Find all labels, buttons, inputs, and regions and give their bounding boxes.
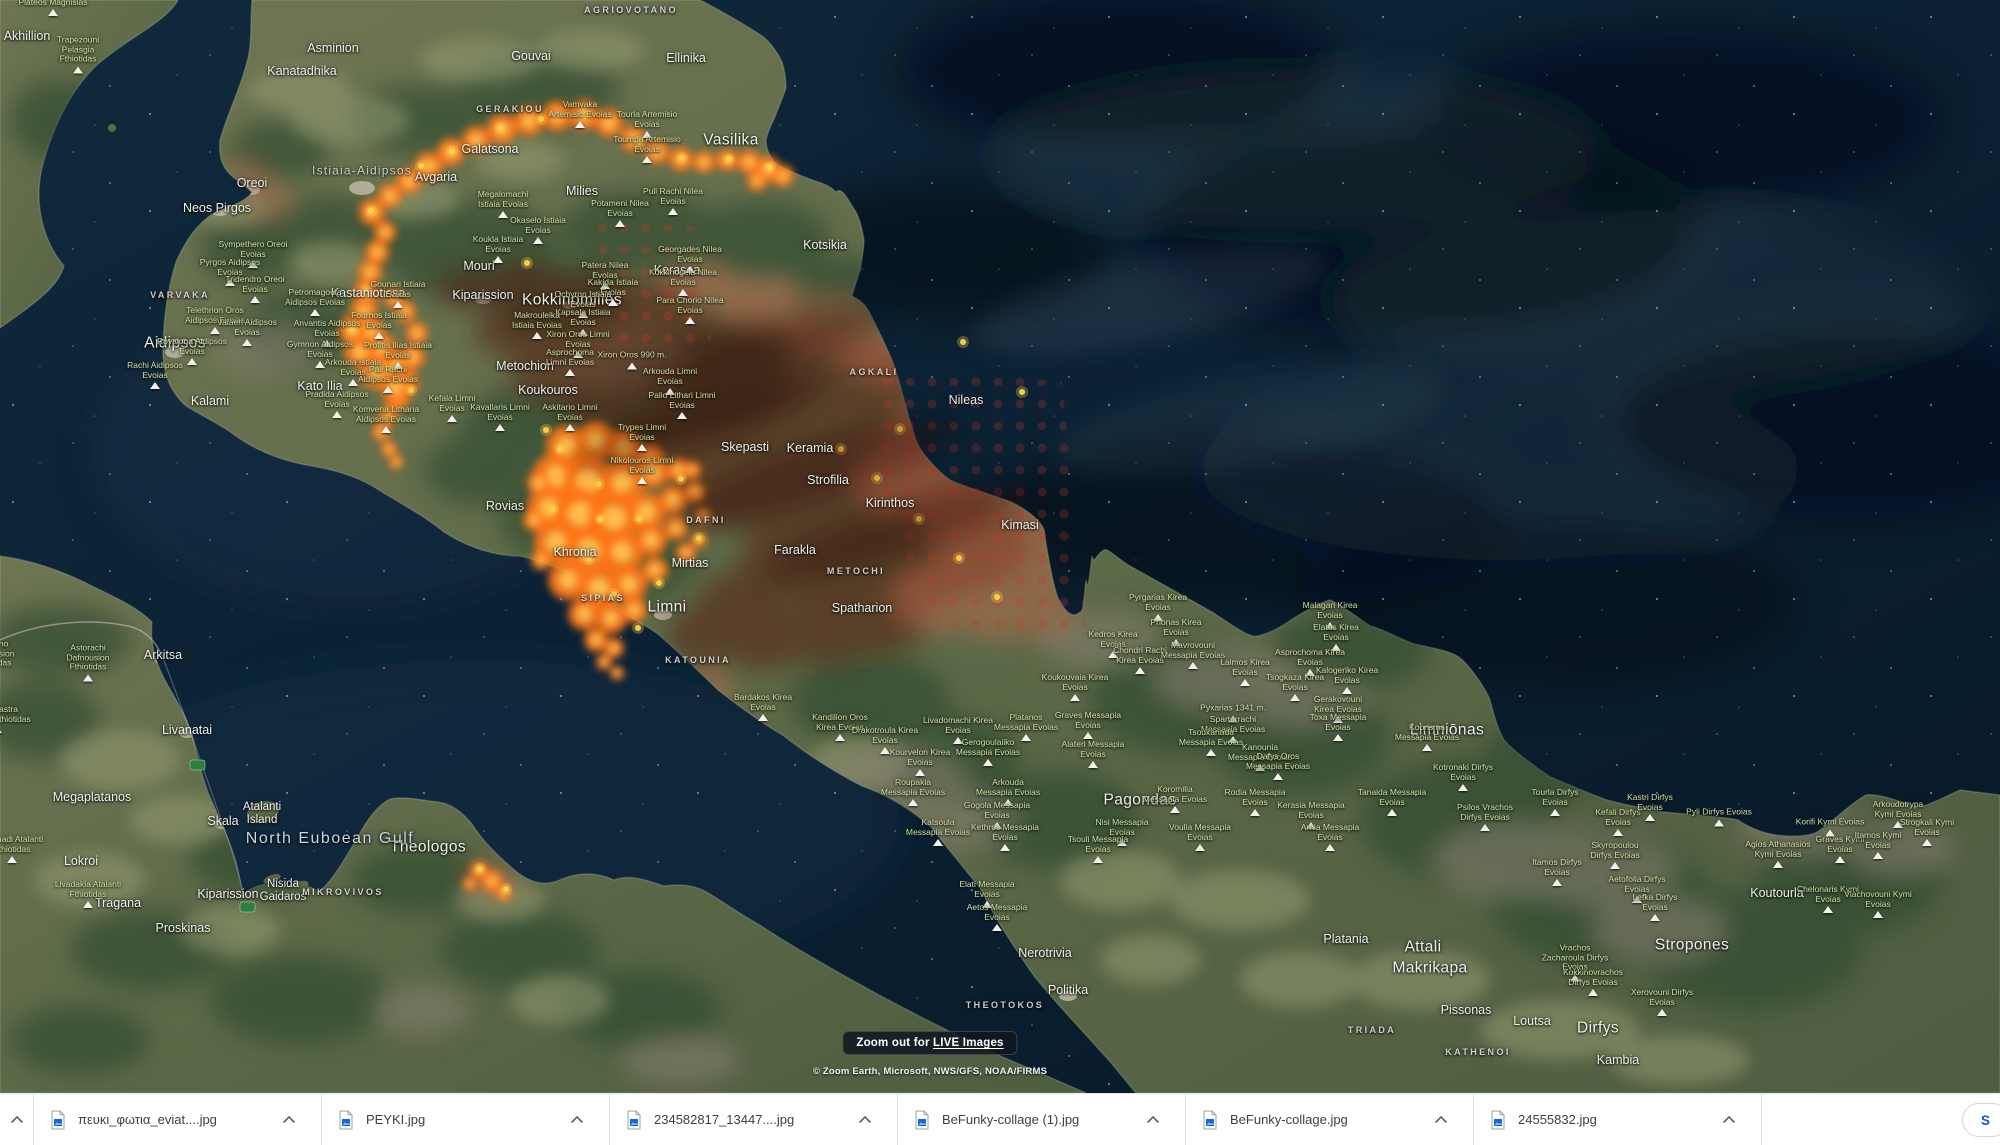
image-file-icon — [1202, 1109, 1218, 1130]
zoom-out-live-button[interactable]: Zoom out for LIVE Images — [842, 1031, 1018, 1055]
image-file-icon — [1490, 1109, 1506, 1130]
map-attribution: © Zoom Earth, Microsoft, NWS/GFS, NOAA/F… — [812, 1066, 1048, 1077]
live-button-text: Zoom out for — [856, 1037, 934, 1049]
map-canvas[interactable]: Akhillion Kanatadhika Asminion Gouvai Ellini… — [0, 0, 2000, 1093]
download-item-menu-button[interactable] — [1719, 1112, 1739, 1127]
downloads-collapse-button[interactable] — [0, 1094, 34, 1145]
download-item[interactable]: PEYKI.jpg — [322, 1094, 610, 1145]
download-item[interactable]: πευκι_φωτια_eviat....jpg — [34, 1094, 322, 1145]
chevron-up-icon — [1435, 1116, 1447, 1123]
show-all-button[interactable]: S — [1962, 1103, 2000, 1137]
download-filename: PEYKI.jpg — [366, 1112, 426, 1127]
download-item-menu-button[interactable] — [855, 1112, 875, 1127]
fire-detection-grid — [595, 218, 712, 348]
download-item[interactable]: 24555832.jpg — [1474, 1094, 1762, 1145]
chevron-up-icon — [571, 1116, 583, 1123]
chevron-up-icon — [283, 1116, 295, 1123]
download-filename: BeFunky-collage.jpg — [1230, 1112, 1348, 1127]
image-file-icon — [50, 1109, 66, 1130]
chevron-up-icon — [859, 1116, 871, 1123]
download-item[interactable]: BeFunky-collage (1).jpg — [898, 1094, 1186, 1145]
live-images-link: LIVE Images — [933, 1037, 1004, 1049]
image-file-icon — [626, 1109, 642, 1130]
highway-line — [0, 621, 163, 657]
download-filename: πευκι_φωτια_eviat....jpg — [78, 1112, 217, 1127]
satellite-map — [0, 0, 2000, 1093]
downloads-bar: πευκι_φωτια_eviat....jpg PEYKI.jpg — [0, 1093, 2000, 1145]
download-items: πευκι_φωτια_eviat....jpg PEYKI.jpg — [34, 1094, 1762, 1145]
image-file-icon — [914, 1109, 930, 1130]
download-item[interactable]: BeFunky-collage.jpg — [1186, 1094, 1474, 1145]
download-item-menu-button[interactable] — [1431, 1112, 1451, 1127]
hotspot-dots-layer — [346, 108, 1028, 895]
download-item[interactable]: 234582817_13447....jpg — [610, 1094, 898, 1145]
download-item-menu-button[interactable] — [279, 1112, 299, 1127]
download-filename: 234582817_13447....jpg — [654, 1112, 795, 1127]
download-filename: 24555832.jpg — [1518, 1112, 1597, 1127]
chevron-up-icon — [1147, 1116, 1159, 1123]
download-item-menu-button[interactable] — [567, 1112, 587, 1127]
route-badge-icon — [189, 759, 256, 913]
chevron-up-icon — [10, 1116, 23, 1123]
image-file-icon — [338, 1109, 354, 1130]
chevron-up-icon — [1723, 1116, 1735, 1123]
download-item-menu-button[interactable] — [1143, 1112, 1163, 1127]
download-filename: BeFunky-collage (1).jpg — [942, 1112, 1080, 1127]
